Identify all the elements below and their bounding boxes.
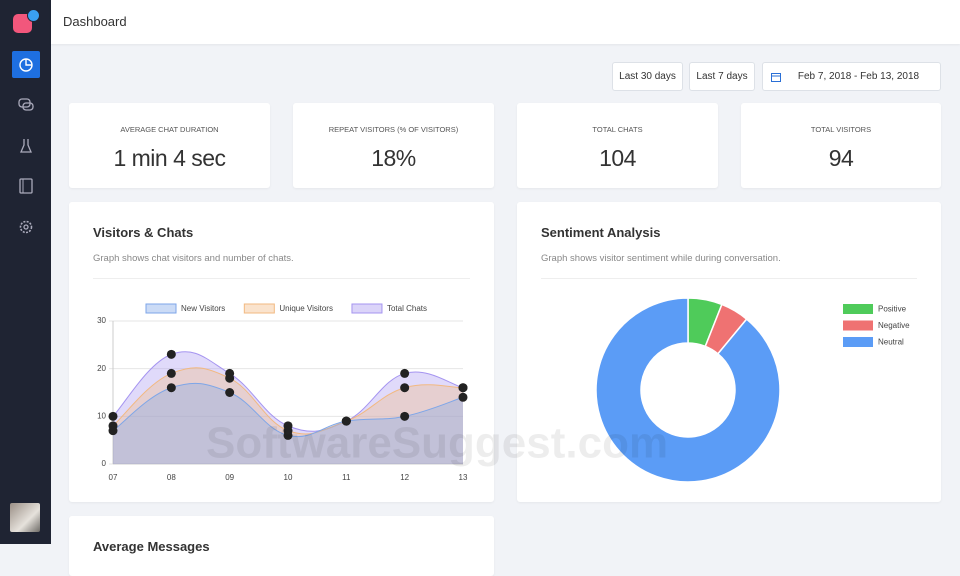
divider [541, 278, 917, 279]
card-subtitle: Graph shows chat visitors and number of … [93, 253, 294, 264]
sidebar [0, 0, 51, 544]
avatar[interactable] [10, 503, 40, 532]
date-range-picker[interactable]: Feb 7, 2018 - Feb 13, 2018 [762, 62, 941, 91]
icon [19, 58, 33, 72]
card: Average Messages [69, 516, 494, 576]
card-title: Visitors & Chats [93, 225, 194, 240]
stat-value: 18% [371, 145, 416, 171]
stat-value: 94 [828, 145, 854, 171]
stat-card: AVERAGE CHAT DURATION 1 min 4 sec [69, 103, 270, 188]
page-title: Dashboard [63, 14, 127, 29]
filter-button[interactable]: Last 30 days [612, 62, 683, 91]
nav-reports[interactable] [17, 137, 35, 155]
logo-badge [27, 9, 40, 22]
card-title: Sentiment Analysis [541, 225, 661, 240]
stat-card: TOTAL CHATS 104 [517, 103, 718, 188]
divider [93, 278, 470, 279]
nav-chats[interactable] [17, 96, 35, 114]
card-subtitle: Graph shows visitor sentiment while duri… [541, 253, 781, 264]
stat-label: REPEAT VISITORS (% OF VISITORS) [328, 125, 459, 134]
calendar-icon [771, 73, 781, 82]
chart-card: Sentiment Analysis Graph shows visitor s… [517, 202, 941, 502]
stat-card: REPEAT VISITORS (% OF VISITORS) 18% [293, 103, 494, 188]
nav-contacts[interactable] [17, 177, 35, 195]
nav-dashboard[interactable] [12, 51, 40, 78]
chart-card: Visitors & Chats Graph shows chat visito… [69, 202, 494, 502]
stat-label: AVERAGE CHAT DURATION [120, 125, 219, 134]
filter-button[interactable]: Last 7 days [689, 62, 755, 91]
stat-card: TOTAL VISITORS 94 [741, 103, 941, 188]
stat-value: 1 min 4 sec [113, 145, 226, 171]
stat-value: 104 [599, 145, 636, 171]
card-title: Average Messages [93, 539, 210, 554]
nav-settings[interactable] [17, 218, 35, 236]
top-bar: Dashboard [51, 0, 960, 44]
date-range: Feb 7, 2018 - Feb 13, 2018 [797, 71, 920, 82]
stat-label: TOTAL CHATS [592, 125, 643, 134]
stat-label: TOTAL VISITORS [810, 125, 872, 134]
